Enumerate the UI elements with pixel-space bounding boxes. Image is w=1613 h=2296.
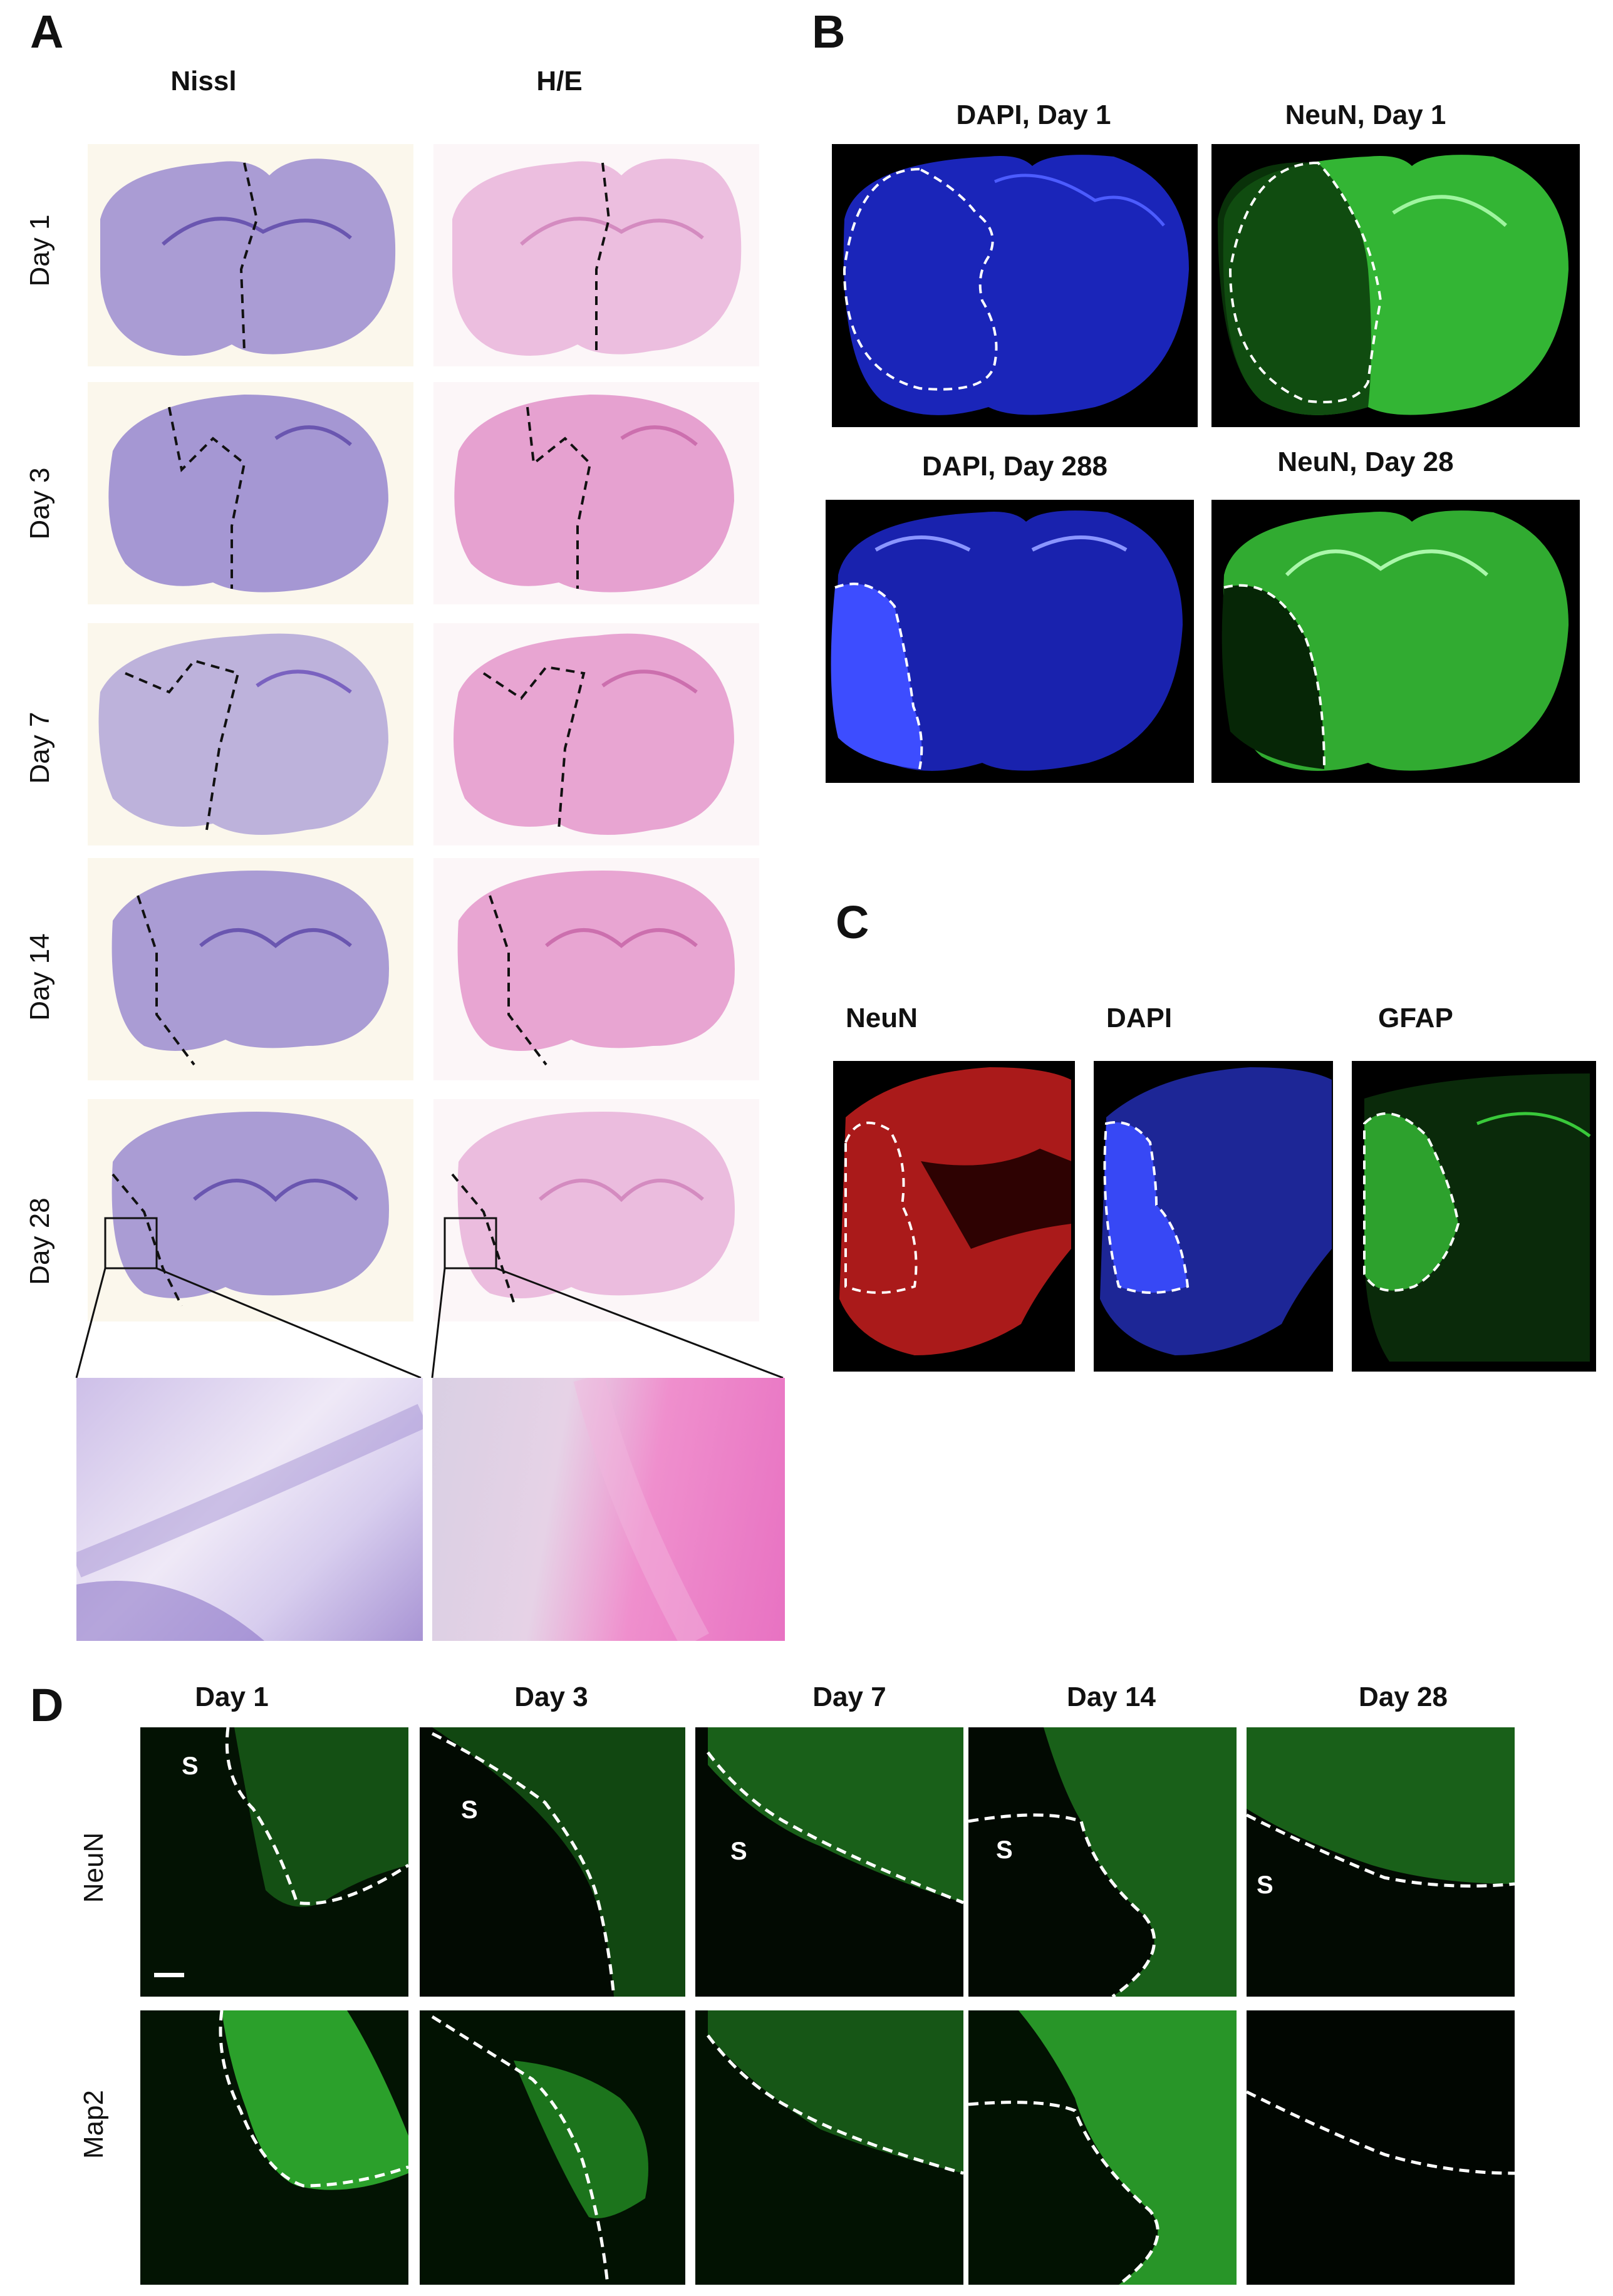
he-day14-image xyxy=(433,858,759,1080)
panel-b-title-neun-day1: NeuN, Day 1 xyxy=(1285,100,1446,130)
d-neun-day14-s-label: S xyxy=(996,1836,1013,1864)
dapi-day1-image xyxy=(832,144,1198,427)
panel-d-letter: D xyxy=(30,1679,64,1731)
nissl-day14-image xyxy=(88,858,413,1080)
c-neun-image xyxy=(833,1061,1075,1372)
panel-b-title-neun-day28: NeuN, Day 28 xyxy=(1277,447,1454,477)
panel-d-col-day28: Day 28 xyxy=(1359,1682,1448,1712)
nissl-day1-image xyxy=(88,144,413,366)
panel-d-col-day1: Day 1 xyxy=(195,1682,269,1712)
panel-d-col-day3: Day 3 xyxy=(514,1682,588,1712)
panel-b-title-dapi-day1: DAPI, Day 1 xyxy=(956,100,1111,130)
panel-d-col-day14: Day 14 xyxy=(1067,1682,1156,1712)
c-gfap-image xyxy=(1352,1061,1596,1372)
nissl-day28-image xyxy=(88,1099,413,1321)
panel-c-title-dapi: DAPI xyxy=(1106,1003,1173,1033)
panel-c-title-gfap: GFAP xyxy=(1378,1003,1453,1033)
d-neun-day3-image xyxy=(420,1727,685,1997)
panel-c-title-neun: NeuN xyxy=(846,1003,918,1033)
panel-b-letter: B xyxy=(812,6,846,58)
panel-a-zoom-lines xyxy=(75,1267,784,1379)
d-neun-day7-s-label: S xyxy=(730,1838,747,1865)
panel-b-title-dapi-day288: DAPI, Day 288 xyxy=(922,451,1107,482)
d-neun-day3-s-label: S xyxy=(461,1796,478,1824)
d-neun-day28-s-label: S xyxy=(1257,1871,1273,1899)
d-map2-day14-image xyxy=(968,2010,1237,2285)
panel-c-letter: C xyxy=(836,896,869,948)
he-day3-image xyxy=(433,382,759,604)
nissl-day3-image xyxy=(88,382,413,604)
he-day7-image xyxy=(433,623,759,845)
panel-a-col-he: H/E xyxy=(536,66,583,96)
he-day28-image xyxy=(433,1099,759,1321)
panel-a-letter: A xyxy=(30,6,64,58)
d-neun-day1-s-label: S xyxy=(182,1752,199,1780)
neun-day28-image xyxy=(1211,500,1580,783)
d-neun-day14-image xyxy=(968,1727,1237,1997)
panel-a-col-nissl: Nissl xyxy=(170,66,237,96)
d-map2-day28-image xyxy=(1247,2010,1515,2285)
d-map2-day1-image xyxy=(140,2010,408,2285)
he-zoom-image xyxy=(432,1378,785,1641)
d-neun-day7-image xyxy=(695,1727,963,1997)
c-dapi-image xyxy=(1094,1061,1333,1372)
d-neun-day1-image xyxy=(140,1727,408,1997)
panel-d-row-neun: NeuN xyxy=(78,1832,109,1903)
nissl-day7-image xyxy=(88,623,413,845)
neun-day1-image xyxy=(1211,144,1580,427)
he-day1-image xyxy=(433,144,759,366)
panel-d-col-day7: Day 7 xyxy=(812,1682,886,1712)
dapi-day288-image xyxy=(826,500,1194,783)
nissl-zoom-image xyxy=(76,1378,423,1641)
panel-d-row-map2: Map2 xyxy=(78,2089,109,2159)
d-neun-day28-image xyxy=(1247,1727,1515,1997)
d-map2-day3-image xyxy=(420,2010,685,2285)
d-map2-day7-image xyxy=(695,2010,963,2285)
